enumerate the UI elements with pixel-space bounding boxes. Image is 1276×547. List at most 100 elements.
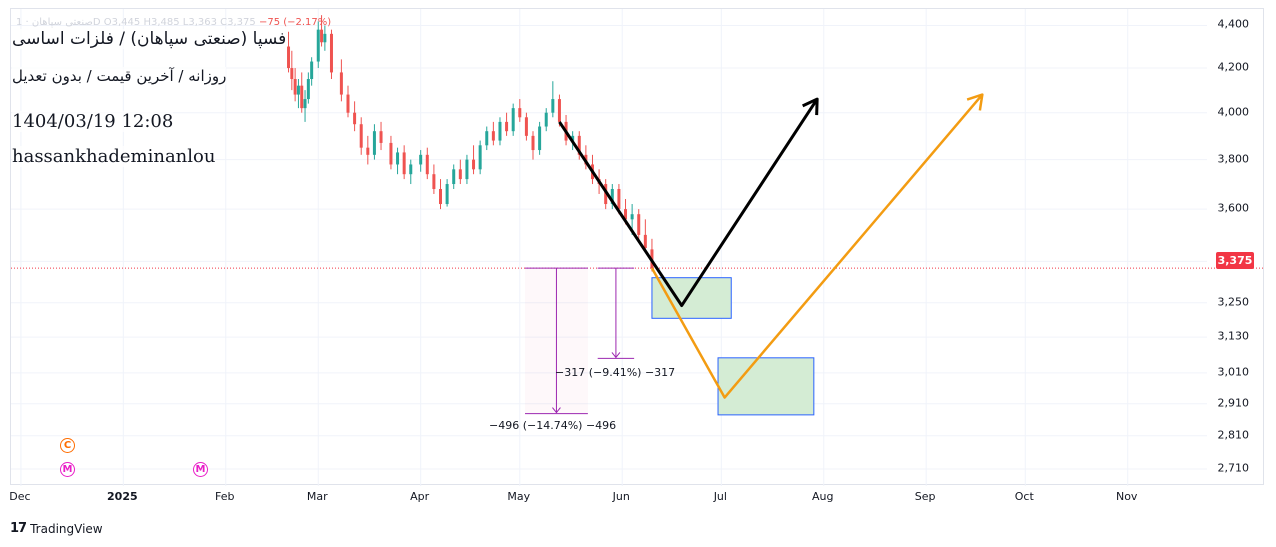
candle-body bbox=[419, 154, 423, 165]
candle-body bbox=[296, 85, 300, 95]
candle-body bbox=[346, 94, 350, 113]
price-tick-label: 3,800 bbox=[1217, 152, 1250, 166]
candle-body bbox=[518, 108, 522, 118]
candle-body bbox=[551, 99, 555, 113]
time-tick-label: 2025 bbox=[107, 490, 138, 503]
symbol-title: فسپا (صنعتی سپاهان) / فلزات اساسی bbox=[12, 29, 287, 49]
candle-body bbox=[425, 154, 429, 175]
time-tick-label: Sep bbox=[914, 490, 936, 503]
candle-body bbox=[544, 112, 548, 127]
target-box-1 bbox=[651, 277, 732, 319]
candle-body bbox=[458, 169, 462, 180]
ohlc-readout: صنعتی سپاهان · 1D O3,445 H3,485 L3,363 C… bbox=[16, 17, 331, 28]
tradingview-name: TradingView bbox=[30, 521, 103, 536]
price-tick-label: 3,250 bbox=[1217, 295, 1250, 309]
target-box-2 bbox=[717, 357, 815, 416]
candle-body bbox=[316, 29, 320, 62]
time-tick-label: Apr bbox=[410, 490, 430, 503]
candle-body bbox=[577, 135, 581, 155]
candle-body bbox=[445, 184, 449, 205]
candle-body bbox=[643, 234, 647, 249]
price-plot[interactable] bbox=[11, 9, 1265, 486]
candle-body bbox=[478, 145, 482, 170]
chart-frame[interactable] bbox=[10, 8, 1265, 486]
candle-body bbox=[306, 79, 310, 100]
candle-body bbox=[637, 214, 641, 235]
measure-label-2: −496 (−14.74%) −496 bbox=[489, 419, 617, 432]
candle-body bbox=[610, 188, 614, 205]
candle-body bbox=[538, 126, 542, 151]
candle-body bbox=[571, 135, 575, 141]
measure-arrowhead-1 bbox=[611, 352, 621, 359]
projection-arrowhead-black bbox=[802, 97, 819, 116]
candle-body bbox=[452, 169, 456, 185]
ohlc-values: صنعتی سپاهان · 1D O3,445 H3,485 L3,363 C… bbox=[16, 17, 256, 28]
measure-label-1: −317 (−9.41%) −317 bbox=[555, 366, 676, 379]
candle-body bbox=[485, 131, 489, 146]
candle-body bbox=[531, 135, 535, 151]
candle-body bbox=[511, 108, 515, 132]
projection-path-orange bbox=[650, 93, 984, 399]
projection-path-black bbox=[558, 98, 819, 308]
candle-body bbox=[372, 131, 376, 155]
time-tick-label: Feb bbox=[215, 490, 235, 503]
ohlc-change: −75 (−2.17%) bbox=[258, 17, 332, 28]
price-tick-label: 4,400 bbox=[1217, 17, 1250, 31]
candle-body bbox=[402, 152, 406, 175]
tradingview-logo-icon: 17 bbox=[10, 521, 27, 536]
candle-body bbox=[290, 68, 294, 80]
candle-body bbox=[366, 147, 370, 155]
time-tick-label: Oct bbox=[1014, 490, 1034, 503]
candle-body bbox=[389, 142, 393, 165]
time-tick-label: Aug bbox=[812, 490, 834, 503]
candle-body bbox=[465, 159, 469, 180]
candle-body bbox=[323, 33, 327, 43]
candle-body bbox=[396, 152, 400, 165]
event-marker-c[interactable]: C bbox=[60, 438, 75, 453]
price-tick-label: 2,810 bbox=[1217, 428, 1250, 442]
candle-body bbox=[359, 124, 363, 148]
candle-body bbox=[472, 159, 476, 170]
candle-body bbox=[432, 174, 436, 189]
candle-body bbox=[310, 61, 314, 80]
candle-body bbox=[630, 214, 634, 220]
candle-body bbox=[617, 188, 621, 210]
timestamp-label: 1404/03/19 12:08 bbox=[12, 111, 174, 132]
candle-body bbox=[303, 99, 307, 109]
candle-body bbox=[498, 121, 502, 141]
measure-arrowhead-2 bbox=[552, 407, 561, 414]
price-tick-label: 2,710 bbox=[1217, 461, 1250, 475]
candle-body bbox=[439, 188, 443, 205]
candle-body bbox=[557, 99, 561, 122]
projection-arrowhead-orange bbox=[966, 93, 984, 111]
candle-body bbox=[353, 112, 357, 125]
candle-body bbox=[287, 46, 291, 69]
candle-body bbox=[379, 131, 383, 143]
candle-body bbox=[339, 72, 343, 95]
price-tick-label: 4,000 bbox=[1217, 105, 1250, 119]
candle-body bbox=[329, 33, 333, 73]
price-tick-label: 2,910 bbox=[1217, 396, 1250, 410]
candle-body bbox=[505, 121, 509, 132]
candle-body bbox=[624, 209, 628, 220]
candle-body bbox=[293, 79, 297, 95]
price-tick-label: 3,130 bbox=[1217, 329, 1250, 343]
price-tick-label: 3,600 bbox=[1217, 201, 1250, 215]
author-label: hassankhademinanlou bbox=[12, 146, 216, 167]
time-tick-label: Dec bbox=[9, 490, 31, 503]
time-tick-label: Nov bbox=[1115, 490, 1138, 503]
candle-body bbox=[491, 131, 495, 141]
event-marker-m-1[interactable]: M bbox=[60, 462, 75, 477]
price-tick-label: 4,200 bbox=[1217, 60, 1250, 74]
candle-body bbox=[409, 164, 413, 175]
time-tick-label: Mar bbox=[306, 490, 328, 503]
price-tick-label: 3,010 bbox=[1217, 365, 1250, 379]
current-price-badge: 3,375 bbox=[1216, 252, 1254, 269]
tradingview-brand[interactable]: 17 TradingView bbox=[10, 521, 103, 536]
candle-body bbox=[524, 117, 528, 136]
candle-body bbox=[300, 85, 304, 109]
time-tick-label: May bbox=[507, 490, 531, 503]
event-marker-m-2[interactable]: M bbox=[193, 462, 208, 477]
candle-body bbox=[320, 29, 324, 43]
time-tick-label: Jul bbox=[713, 490, 727, 503]
